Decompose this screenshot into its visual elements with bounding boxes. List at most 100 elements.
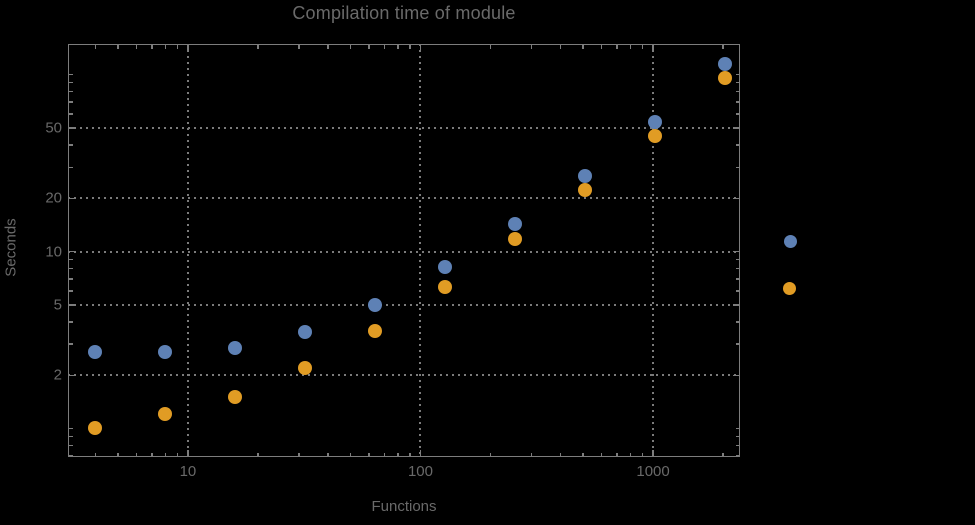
x-tick <box>298 452 300 456</box>
x-tick <box>616 452 618 456</box>
y-tick <box>69 321 73 323</box>
x-tick <box>176 452 178 456</box>
y-tick <box>69 278 73 280</box>
y-tick <box>69 290 73 292</box>
x-tick <box>117 45 119 49</box>
x-tick <box>409 45 411 49</box>
data-point-series-2-x4 <box>88 421 103 436</box>
x-tick <box>383 452 386 456</box>
y-tick <box>69 374 76 376</box>
y-tick <box>735 445 739 447</box>
y-tick <box>732 250 739 253</box>
data-point-series-2-x8 <box>158 407 173 422</box>
x-tick <box>187 45 189 52</box>
data-point-series-1-x16 <box>228 341 243 356</box>
x-tick <box>94 45 97 49</box>
y-tick <box>735 427 739 430</box>
y-tick <box>735 113 739 115</box>
data-point-series-1-x512 <box>578 168 593 183</box>
x-tick <box>257 452 259 456</box>
x-tick <box>327 45 329 49</box>
x-tick <box>383 45 386 49</box>
x-tick <box>600 452 603 456</box>
y-tick <box>69 82 73 84</box>
y-tick <box>735 101 739 103</box>
x-tick <box>368 452 370 456</box>
data-point-series-1-x4 <box>88 345 103 360</box>
x-tick <box>176 45 178 49</box>
data-point-series-1-x8 <box>158 345 173 360</box>
chart-title: Compilation time of module <box>292 3 516 23</box>
x-gridline-100 <box>419 44 422 457</box>
y-tick <box>735 455 739 457</box>
data-point-series-2-x256 <box>508 231 523 246</box>
y-tick <box>735 74 739 76</box>
x-tick <box>397 452 399 456</box>
x-axis-label: Functions <box>371 498 437 515</box>
x-tick <box>349 452 352 456</box>
data-point-series-2-x128 <box>438 280 453 295</box>
x-tick <box>600 45 603 49</box>
y-tick-label-20: 20 <box>45 189 62 207</box>
y-gridline-5 <box>68 303 740 306</box>
y-tick <box>735 290 739 292</box>
x-tick <box>629 452 632 456</box>
x-tick <box>559 452 562 456</box>
x-tick <box>616 45 618 49</box>
x-tick <box>530 452 533 456</box>
x-tick <box>327 452 329 456</box>
y-gridline-50 <box>68 126 740 129</box>
y-tick <box>732 127 739 129</box>
y-tick-label-50: 50 <box>45 119 62 137</box>
x-tick-label-100: 100 <box>407 463 433 480</box>
x-tick <box>94 452 97 456</box>
x-tick <box>409 452 411 456</box>
x-tick <box>419 449 422 456</box>
y-tick <box>735 166 739 168</box>
data-point-series-1-x256 <box>508 217 523 232</box>
data-point-series-2-x512 <box>578 182 593 197</box>
data-point-series-2-x32 <box>298 360 313 375</box>
x-tick-label-1000: 1000 <box>636 463 670 480</box>
x-tick <box>652 449 654 456</box>
data-point-series-2-x64 <box>368 324 383 339</box>
x-tick <box>722 45 724 49</box>
y-tick <box>69 166 73 168</box>
x-tick <box>489 45 492 49</box>
x-tick <box>349 45 352 49</box>
y-tick <box>69 304 76 306</box>
y-tick <box>735 259 739 261</box>
y-tick <box>69 435 73 438</box>
x-tick <box>397 45 399 49</box>
plot-frame <box>68 44 740 457</box>
y-tick <box>735 278 739 280</box>
x-tick <box>722 452 724 456</box>
x-tick <box>151 452 153 456</box>
y-tick <box>732 197 739 199</box>
x-tick <box>582 45 584 49</box>
y-tick <box>69 427 73 430</box>
x-tick <box>530 45 533 49</box>
y-tick <box>735 144 739 146</box>
y-tick <box>69 343 73 345</box>
x-gridline-10 <box>186 44 189 457</box>
y-tick <box>69 259 73 261</box>
y-tick <box>69 197 76 199</box>
legend-marker-series-1 <box>783 234 797 248</box>
x-tick-label-10: 10 <box>179 463 197 480</box>
data-point-series-1-x1024 <box>648 114 663 129</box>
x-tick <box>298 45 300 49</box>
y-tick <box>735 321 739 323</box>
y-tick <box>732 374 739 376</box>
y-tick <box>69 455 73 457</box>
y-tick <box>735 268 739 270</box>
x-tick <box>151 45 153 49</box>
x-tick <box>135 452 138 456</box>
y-tick <box>69 101 73 103</box>
x-tick <box>629 45 632 49</box>
x-tick <box>368 45 370 49</box>
data-point-series-1-x2048 <box>718 56 733 71</box>
data-point-series-1-x128 <box>438 259 453 274</box>
y-tick <box>735 82 739 84</box>
